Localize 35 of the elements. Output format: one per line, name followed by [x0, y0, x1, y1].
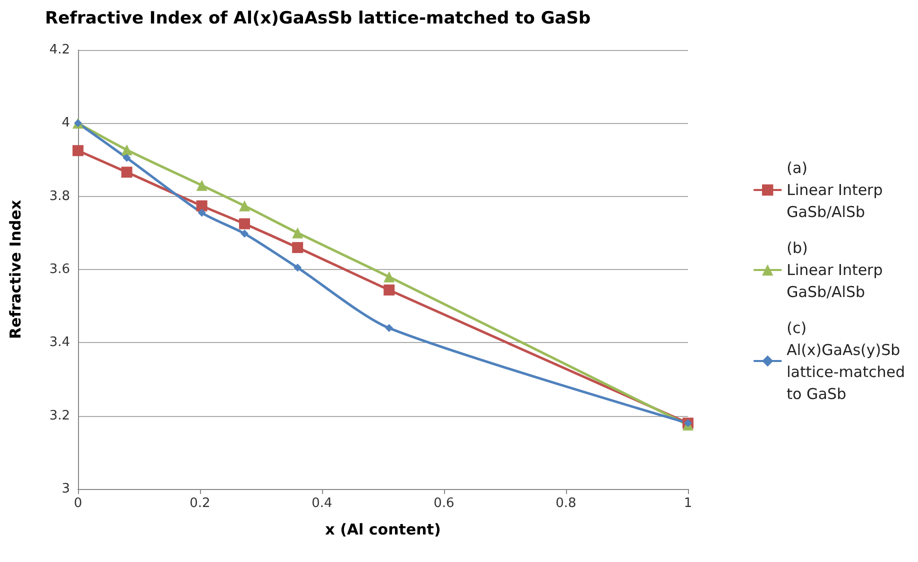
point: [239, 218, 250, 230]
y-tick-label: 3.8: [49, 188, 70, 204]
point: [196, 180, 208, 191]
point: [121, 166, 132, 178]
x-tick-label: 0.4: [312, 496, 332, 511]
point: [292, 242, 304, 254]
x-tick-label: 0.6: [434, 496, 454, 511]
point: [294, 264, 302, 272]
x-tick-label: 1: [684, 496, 692, 511]
legend-label: (a) Linear Interp GaSb/AlSb: [786, 159, 883, 221]
y-tick-label: 4: [62, 116, 70, 131]
point: [384, 284, 395, 296]
point: [384, 271, 395, 282]
y-tick-label: 3.2: [49, 408, 70, 424]
point: [239, 200, 250, 212]
point: [292, 227, 304, 238]
point: [122, 154, 131, 162]
chart-title: Refractive Index of Al(x)GaAsSb lattice-matched to GaSb: [45, 8, 591, 28]
y-axis-title: Refractive Index: [6, 200, 24, 339]
x-tick-label: 0.8: [556, 496, 576, 511]
point: [198, 208, 206, 217]
y-tick-label: 4.2: [49, 42, 70, 58]
y-tick-label: 3.6: [49, 262, 70, 277]
legend-label: (c) Al(x)GaAs(y)Sb lattice-matched to GaSb: [786, 319, 906, 403]
point: [385, 324, 394, 332]
x-tick-label: 0.2: [190, 496, 210, 511]
x-tick-label: 0: [74, 496, 82, 511]
point: [121, 144, 132, 156]
y-tick-label: 3: [62, 482, 70, 496]
point: [196, 200, 208, 212]
y-tick-label: 3.4: [49, 335, 70, 350]
point: [240, 230, 249, 238]
legend-label: (b) Linear Interp GaSb/AlSb: [786, 239, 883, 301]
point: [72, 145, 84, 156]
x-axis-title: x (Al content): [325, 520, 441, 538]
